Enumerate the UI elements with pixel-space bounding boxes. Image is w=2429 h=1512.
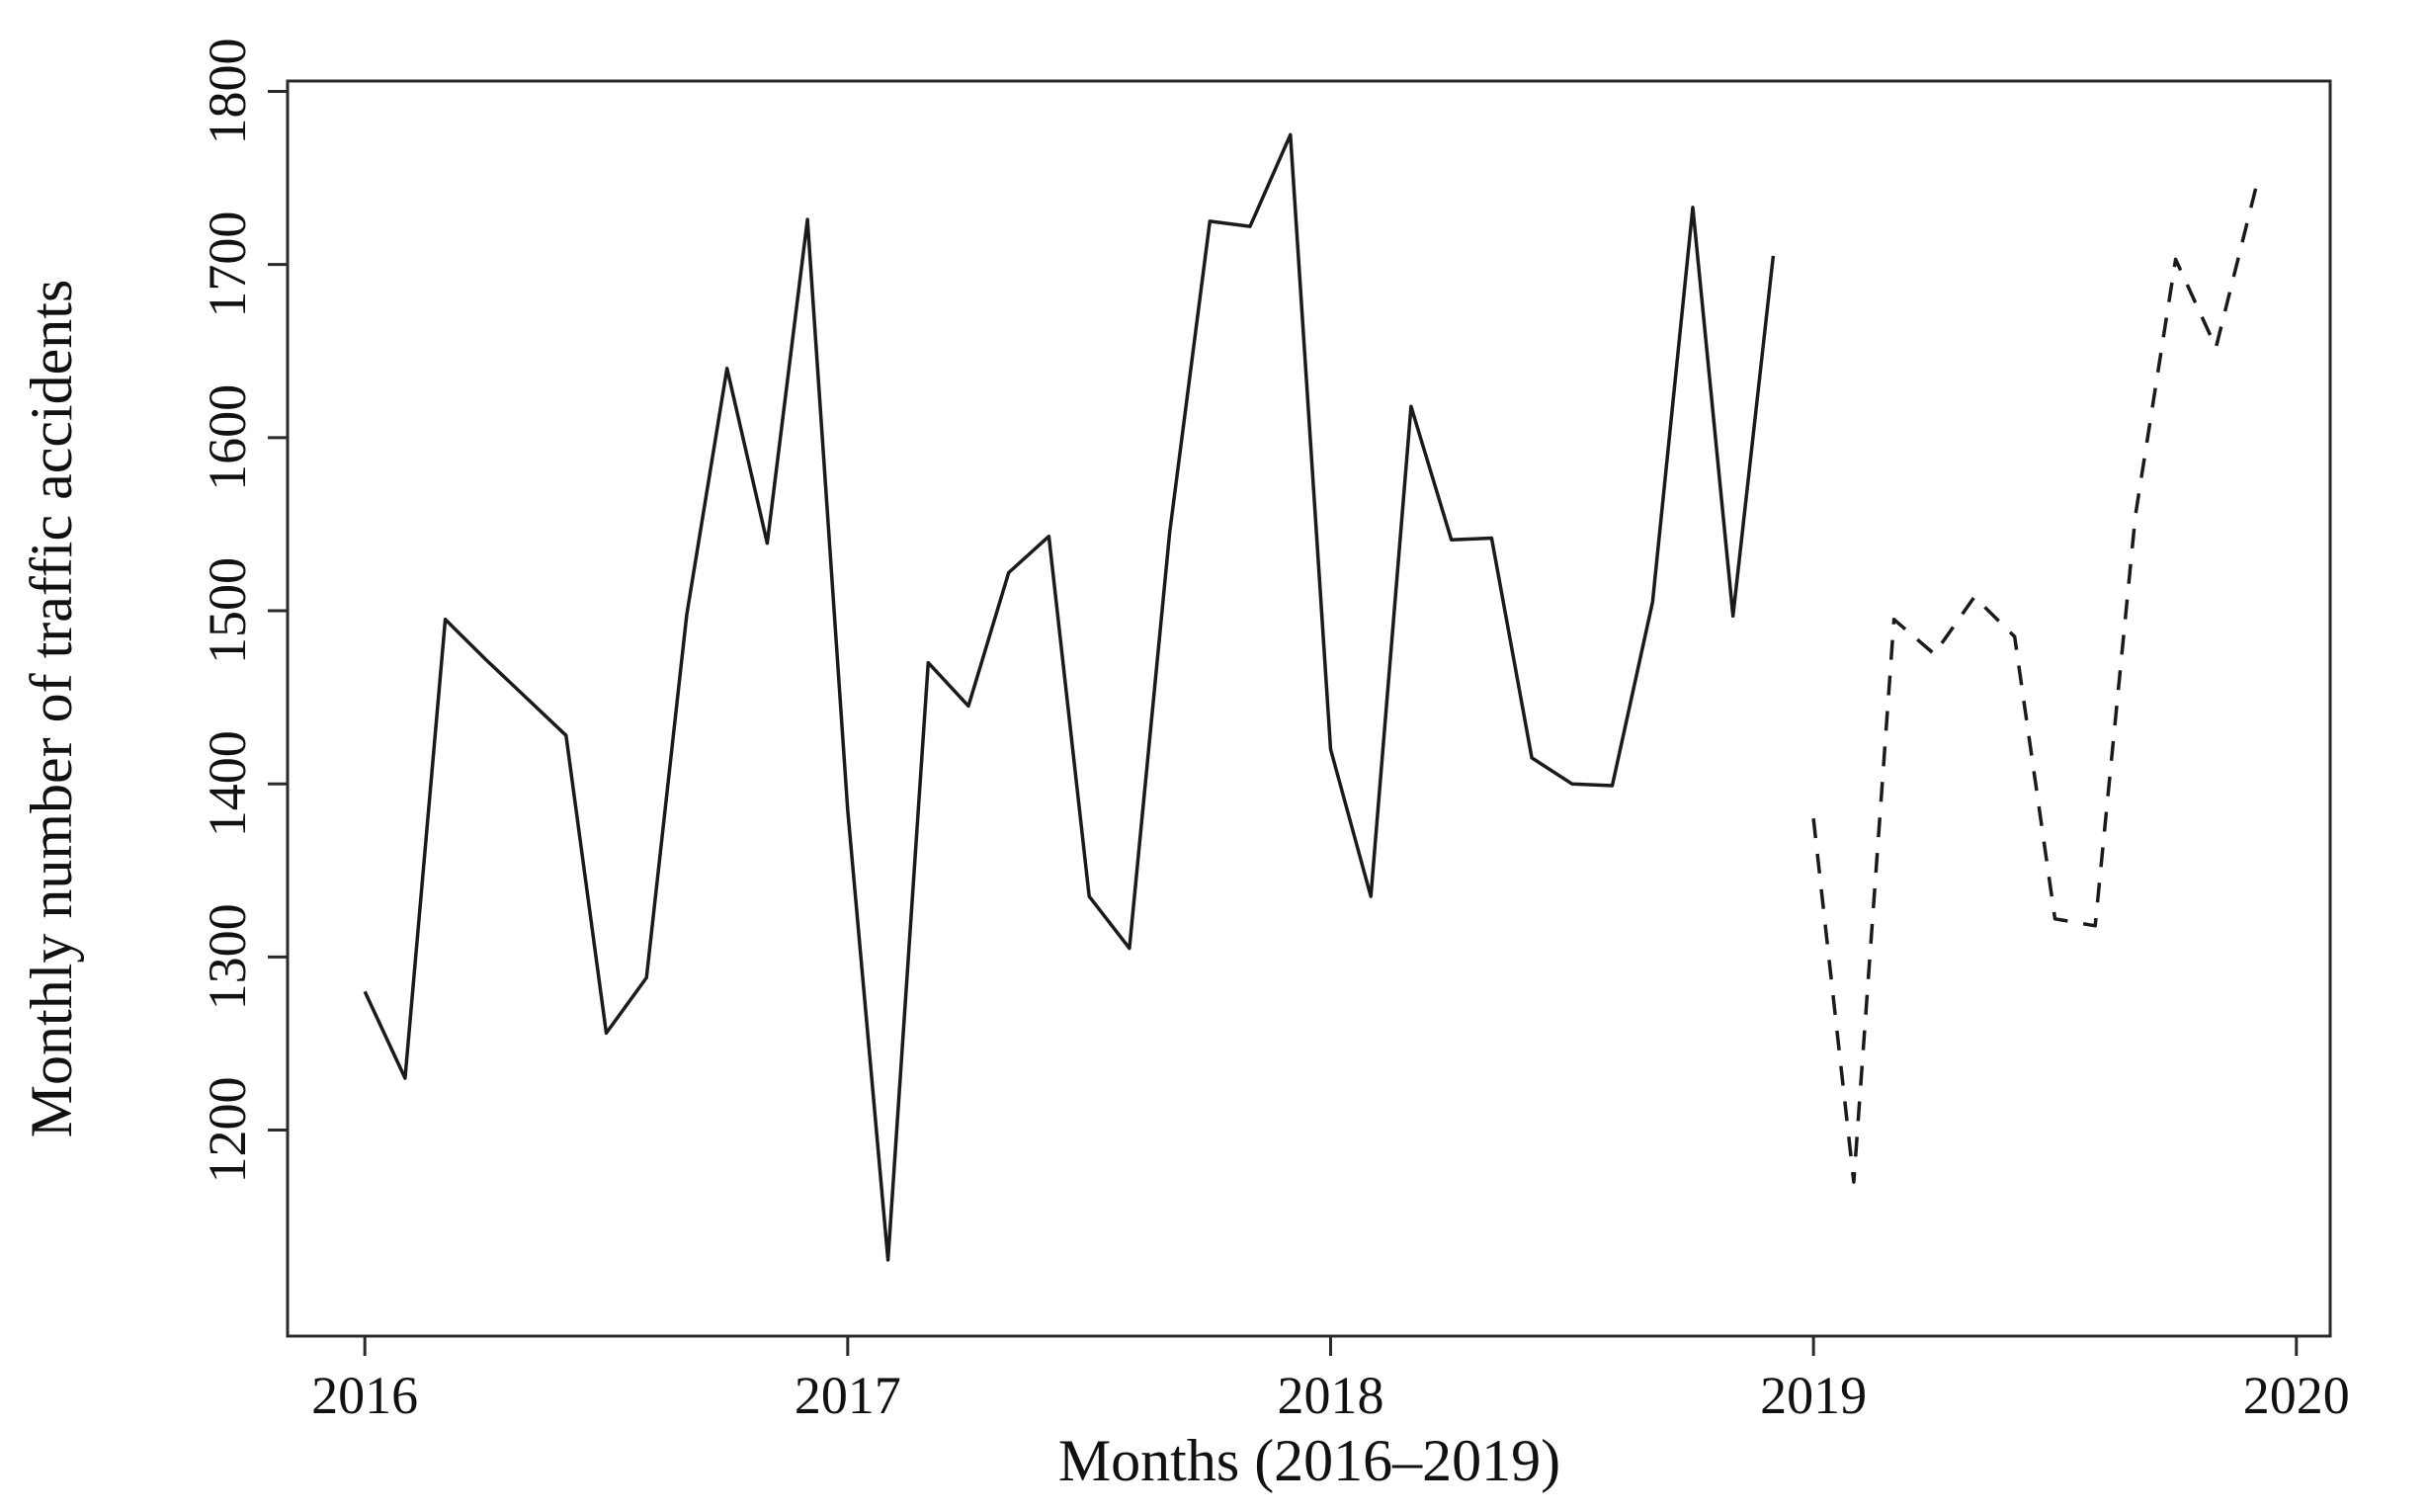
x-tick-label: 2017 (795, 1366, 901, 1425)
x-tick-label: 2018 (1277, 1366, 1383, 1425)
x-tick-label: 2019 (1760, 1366, 1867, 1425)
x-tick-label: 2016 (311, 1366, 418, 1425)
y-tick-label: 1700 (198, 211, 257, 318)
y-tick-label: 1300 (198, 903, 257, 1010)
y-tick-label: 1400 (198, 730, 257, 837)
x-axis-title: Months (2016–2019) (1058, 1428, 1560, 1493)
y-tick-label: 1600 (198, 384, 257, 491)
series-line-dashed (1811, 186, 2258, 1184)
plot-area: 1200 1300 1400 1500 1600 1700 1800 2016 2017 2018… (198, 39, 2350, 1425)
series-line-solid (363, 132, 1776, 1262)
y-tick-label: 1500 (198, 557, 257, 664)
y-tick-label: 1800 (198, 39, 257, 145)
y-tick-label: 1200 (198, 1077, 257, 1184)
y-axis-title: Monthly number of traffic accidents (19, 280, 84, 1138)
x-tick-label: 2020 (2243, 1366, 2350, 1425)
plot-frame-box (286, 79, 2332, 1338)
